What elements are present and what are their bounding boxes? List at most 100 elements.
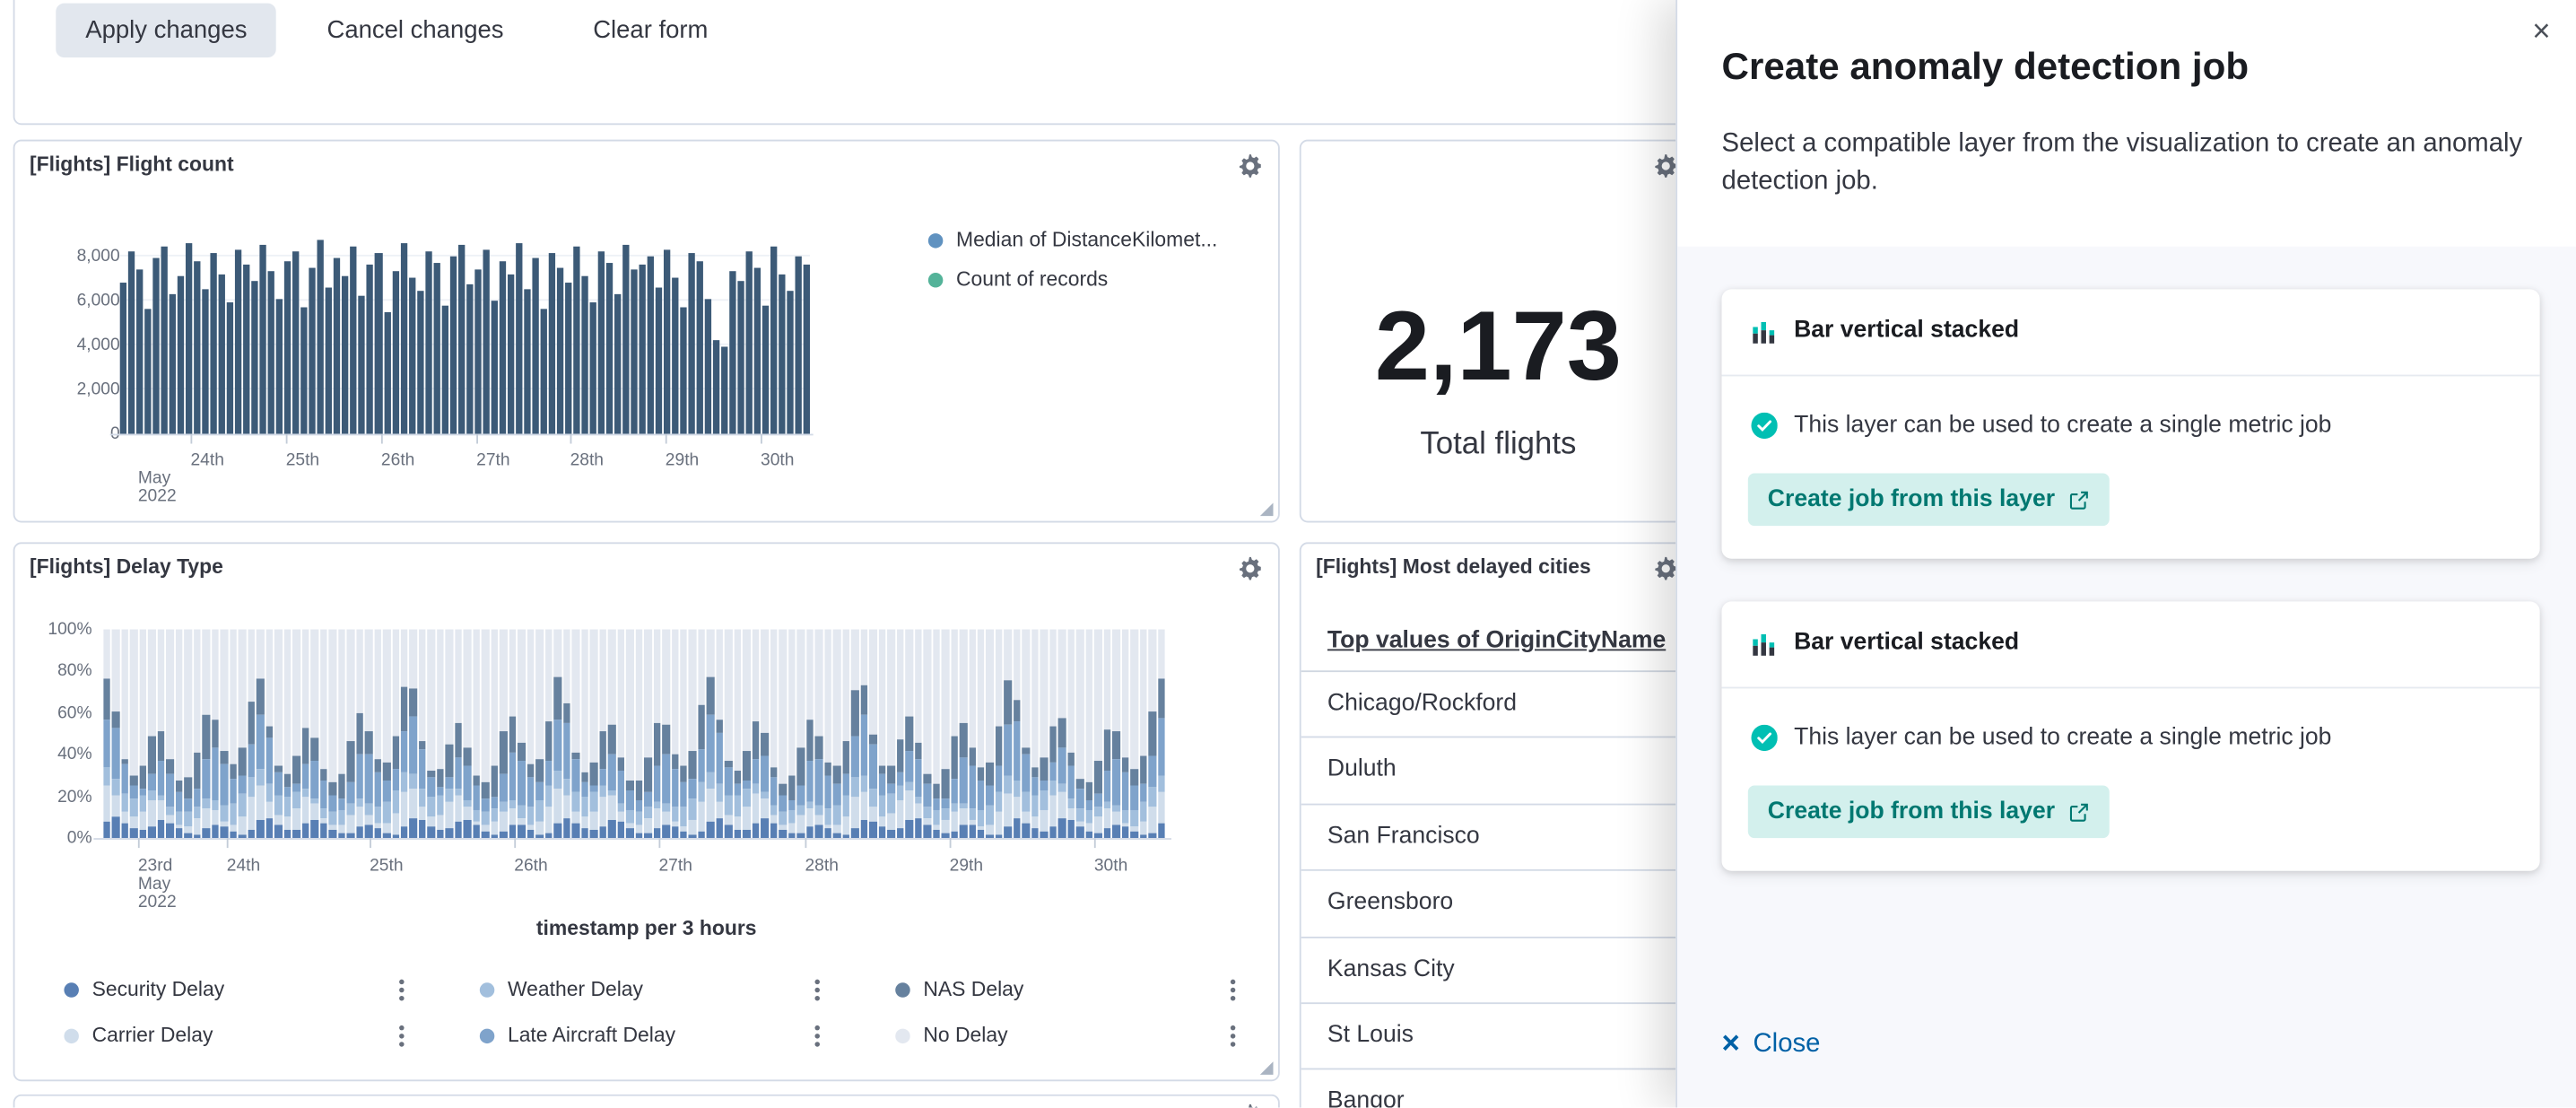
resize-handle[interactable] <box>1259 502 1274 517</box>
create-job-button[interactable]: Create job from this layer <box>1747 473 2110 527</box>
resize-handle[interactable] <box>1259 1061 1274 1075</box>
layer-title: Bar vertical stacked <box>1794 629 2020 656</box>
layer-card-header: Bar vertical stacked <box>1722 601 2540 686</box>
flight-bar <box>127 251 135 434</box>
table-column-header[interactable]: Top values of OriginCityName <box>1301 610 1696 673</box>
flight-bar <box>597 251 605 434</box>
panel-most-delayed-cities: [Flights] Most delayed cities Top values… <box>1299 542 1698 1108</box>
x-tick-label: 28th <box>570 449 604 470</box>
delay-bar <box>166 629 174 839</box>
delay-bar <box>1004 629 1013 839</box>
clear-form-button[interactable]: Clear form <box>593 16 709 45</box>
legend-options-icon[interactable] <box>805 1022 828 1048</box>
x-tick-label: 25th <box>285 449 320 470</box>
legend-item[interactable]: Weather Delay <box>479 976 828 1002</box>
x-tick-label: 2022 <box>137 486 177 507</box>
delay-bar <box>211 629 220 839</box>
delay-bar <box>932 629 940 839</box>
legend-options-icon[interactable] <box>389 1022 413 1048</box>
flight-bar <box>696 260 704 434</box>
delay-bar <box>887 629 895 839</box>
delay-bar <box>112 629 120 839</box>
table-row: San Francisco <box>1301 805 1696 872</box>
flight-bar <box>631 269 638 434</box>
delay-bar <box>473 629 481 839</box>
flyout-close-link[interactable]: × Close <box>1722 1029 1821 1060</box>
close-icon[interactable]: × <box>2532 14 2551 49</box>
delay-bar <box>680 629 688 839</box>
delay-bar <box>437 629 445 839</box>
flight-bar <box>383 311 391 434</box>
x-tick <box>805 838 807 849</box>
delay-bar <box>977 629 985 839</box>
delay-bar <box>562 629 570 839</box>
flight-bar <box>647 256 655 434</box>
table-row: Kansas City <box>1301 938 1696 1005</box>
delay-bar <box>310 629 318 839</box>
x-tick-label: 28th <box>805 856 839 877</box>
x-tick-label: 27th <box>476 449 510 470</box>
delay-bar <box>553 629 561 839</box>
delay-bar <box>500 629 508 839</box>
delay-bar <box>779 629 787 839</box>
delay-bar <box>1157 629 1165 839</box>
check-circle-icon <box>1751 412 1778 440</box>
gear-icon[interactable] <box>1237 555 1263 581</box>
delay-bar <box>1148 629 1156 839</box>
panel-title[interactable]: [Flights] Delay Type <box>29 555 223 579</box>
legend-dot <box>927 232 944 248</box>
delay-bar <box>103 629 111 839</box>
flyout-description: Select a compatible layer from the visua… <box>1721 129 2523 196</box>
delay-bar <box>1076 629 1084 839</box>
flyout-title: Create anomaly detection job <box>1721 44 2250 88</box>
apply-changes-button[interactable]: Apply changes <box>56 3 277 58</box>
flight-bar <box>432 262 440 434</box>
legend-item[interactable]: Median of DistanceKilomet... <box>927 227 1265 253</box>
flight-bar <box>440 304 448 434</box>
delay-bar <box>184 629 193 839</box>
delay-bar <box>1022 629 1031 839</box>
x-tick-label: May <box>137 874 171 894</box>
delay-bar <box>157 629 165 839</box>
flight-bar <box>614 293 622 434</box>
flight-bar <box>745 251 753 434</box>
legend-item[interactable]: Security Delay <box>64 976 412 1002</box>
delay-bar <box>265 629 274 839</box>
delay-bar <box>464 629 472 839</box>
legend-item[interactable]: Late Aircraft Delay <box>479 1022 828 1048</box>
legend-options-icon[interactable] <box>1221 1022 1244 1048</box>
delay-bar <box>130 629 138 839</box>
y-tick-label: 20% <box>57 787 92 807</box>
delay-bar <box>607 629 616 839</box>
legend-options-icon[interactable] <box>805 976 828 1002</box>
delay-type-bars <box>103 629 1165 839</box>
delay-bar <box>1094 629 1102 839</box>
gear-icon[interactable] <box>1653 555 1679 581</box>
legend-item[interactable]: Count of records <box>927 266 1265 292</box>
flight-bar <box>408 278 415 434</box>
legend-item[interactable]: No Delay <box>895 1022 1243 1048</box>
delay-bar <box>580 629 588 839</box>
delay-bar <box>589 629 598 839</box>
y-tick-label: 0% <box>66 828 92 849</box>
delay-bar <box>346 629 354 839</box>
panel-title[interactable]: [Flights] Flight count <box>29 153 234 176</box>
delay-bar <box>382 629 391 839</box>
legend-item[interactable]: NAS Delay <box>895 976 1243 1002</box>
gear-icon[interactable] <box>1237 153 1263 179</box>
legend-item[interactable]: Carrier Delay <box>64 1022 412 1048</box>
create-job-button[interactable]: Create job from this layer <box>1747 785 2110 839</box>
gear-icon[interactable] <box>1653 153 1679 179</box>
legend-options-icon[interactable] <box>389 976 413 1002</box>
x-tick-label: 26th <box>514 856 548 877</box>
legend-label: NAS Delay <box>923 977 1024 1001</box>
delay-bar <box>1103 629 1111 839</box>
delay-bar <box>1139 629 1147 839</box>
flight-bar <box>770 247 778 434</box>
cancel-changes-button[interactable]: Cancel changes <box>326 16 504 45</box>
panel-title[interactable]: [Flights] Most delayed cities <box>1316 555 1591 579</box>
delay-bar <box>986 629 995 839</box>
legend-options-icon[interactable] <box>1221 976 1244 1002</box>
legend-dot <box>895 981 910 997</box>
table-row: Chicago/Rockford <box>1301 672 1696 739</box>
